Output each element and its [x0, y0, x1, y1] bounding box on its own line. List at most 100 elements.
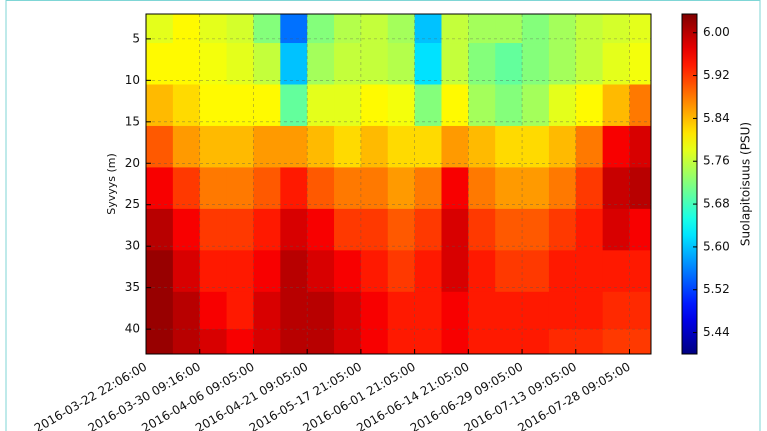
heat-cell	[226, 291, 254, 330]
heat-cell	[199, 125, 228, 168]
heat-cell	[548, 84, 577, 127]
heat-cell	[280, 329, 308, 355]
heat-cell	[495, 208, 523, 251]
heat-cell	[360, 208, 389, 251]
heat-cell	[495, 329, 523, 355]
heat-cell	[629, 43, 652, 85]
heat-cell	[253, 208, 281, 251]
heat-cell	[575, 84, 604, 127]
heat-cell	[629, 329, 652, 355]
heat-cell	[602, 250, 631, 293]
heat-cell	[522, 208, 550, 251]
colorbar-tick-label: 5.92	[703, 68, 730, 82]
heat-cell	[253, 84, 281, 127]
heat-cell	[575, 167, 604, 210]
heat-cell	[253, 167, 281, 210]
heat-cell	[334, 329, 362, 355]
heat-cell	[602, 291, 631, 330]
heat-cell	[280, 167, 308, 210]
colorbar-tick-label: 5.52	[703, 282, 730, 296]
colorbar-tick-label: 6.00	[703, 25, 730, 39]
heat-cell	[334, 84, 362, 127]
heat-cell	[226, 84, 254, 127]
heat-cell	[602, 329, 631, 355]
heat-cell	[387, 125, 416, 168]
heat-cell	[146, 291, 174, 330]
heat-cell	[307, 84, 335, 127]
heat-cell	[387, 167, 416, 210]
heat-cell	[146, 167, 174, 210]
heat-cell	[522, 167, 550, 210]
heat-cell	[199, 167, 228, 210]
heat-cell	[522, 125, 550, 168]
heat-cell	[387, 208, 416, 251]
heat-cell	[172, 167, 201, 210]
heat-cell	[334, 43, 362, 85]
heat-cell	[414, 43, 442, 85]
heat-cell	[360, 291, 389, 330]
heat-cell	[360, 250, 389, 293]
heat-cell	[280, 291, 308, 330]
heat-cell	[468, 250, 496, 293]
heat-cell	[575, 329, 604, 355]
y-tick-label: 40	[125, 322, 140, 336]
heat-cell	[414, 329, 442, 355]
heat-cell	[575, 208, 604, 251]
heat-cell	[146, 329, 174, 355]
colorbar-tick-label: 5.60	[703, 239, 730, 253]
heat-cell	[146, 84, 174, 127]
heat-cell	[414, 250, 442, 293]
heat-cell	[629, 14, 652, 44]
heat-cell	[468, 291, 496, 330]
heat-cell	[548, 208, 577, 251]
heat-cell	[226, 167, 254, 210]
heat-cell	[441, 167, 469, 210]
heat-cell	[253, 125, 281, 168]
heat-cell	[307, 291, 335, 330]
heat-cell	[495, 250, 523, 293]
y-tick-label: 20	[125, 156, 140, 170]
heat-cell	[441, 208, 469, 251]
heat-cell	[602, 125, 631, 168]
heat-cell	[172, 208, 201, 251]
heat-cell	[280, 250, 308, 293]
heat-cell	[548, 291, 577, 330]
y-tick-label: 30	[125, 239, 140, 253]
heat-cell	[441, 125, 469, 168]
y-tick-label: 10	[125, 73, 140, 87]
heat-cell	[360, 84, 389, 127]
frame	[5, 0, 761, 431]
colorbar-tick-label: 5.76	[703, 154, 730, 168]
heat-cell	[387, 291, 416, 330]
heat-cell	[575, 250, 604, 293]
heat-cell	[307, 43, 335, 85]
colorbar-tick-label: 5.68	[703, 197, 730, 211]
heat-cell	[629, 167, 652, 210]
heat-cell	[146, 250, 174, 293]
heat-cell	[629, 208, 652, 251]
heat-cell	[468, 43, 496, 85]
heat-cell	[199, 208, 228, 251]
heat-cell	[199, 43, 228, 85]
heat-cell	[334, 208, 362, 251]
heat-cell	[629, 84, 652, 127]
heat-cell	[522, 84, 550, 127]
heat-cell	[387, 250, 416, 293]
heat-cell	[146, 208, 174, 251]
colorbar-tick-label: 5.44	[703, 325, 730, 339]
heat-cell	[253, 329, 281, 355]
colorbar	[681, 13, 698, 355]
heat-cell	[522, 250, 550, 293]
heat-cell	[226, 125, 254, 168]
heat-cell	[226, 208, 254, 251]
heat-cell	[199, 291, 228, 330]
colorbar-tick-label: 5.84	[703, 111, 730, 125]
heat-cell	[172, 43, 201, 85]
heat-cell	[226, 43, 254, 85]
heat-cell	[629, 125, 652, 168]
heat-cell	[468, 167, 496, 210]
heat-cell	[172, 291, 201, 330]
y-tick-label: 5	[132, 31, 140, 45]
y-tick-label: 35	[125, 280, 140, 294]
